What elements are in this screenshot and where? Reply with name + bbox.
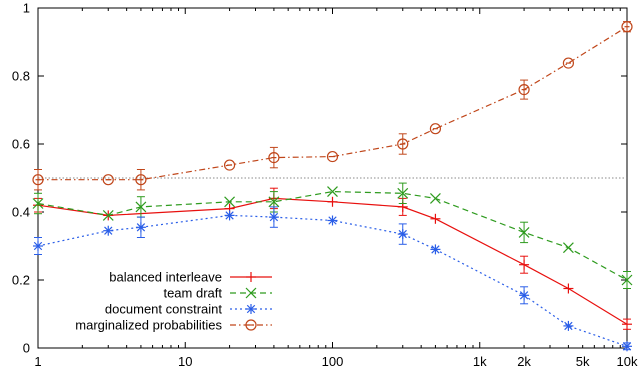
data-point [562, 57, 575, 69]
data-point [563, 320, 574, 331]
data-point [562, 242, 574, 254]
series-line [37, 197, 628, 325]
data-point [224, 196, 236, 208]
data-point [622, 319, 632, 330]
data-point [33, 241, 43, 251]
data-point [103, 225, 114, 236]
data-point [224, 210, 235, 221]
legend-swatch-marker [246, 272, 256, 282]
series-layer [32, 21, 633, 352]
legend-label: document constraint [105, 302, 222, 317]
y-tick-label: 0.2 [12, 273, 30, 288]
x-tick-label: 10 [178, 354, 192, 369]
tick-labels: 0 0.2 0.4 0.6 0.8 1 1 10 100 1k 2k 5k 10k [12, 1, 638, 370]
data-point [326, 150, 339, 163]
data-point [135, 174, 147, 186]
data-point [563, 283, 574, 294]
data-point [397, 138, 409, 150]
data-point [135, 201, 147, 213]
data-point [397, 229, 408, 240]
x-tick-label: 1 [34, 354, 41, 369]
series-team-draft [32, 182, 633, 289]
y-tick-label: 1 [23, 1, 30, 16]
data-point [102, 174, 114, 186]
data-point [621, 274, 633, 286]
data-point [621, 21, 633, 33]
legend-swatch-marker [246, 304, 256, 314]
data-point [327, 215, 338, 226]
series-line [37, 190, 628, 281]
y-tick-label: 0.8 [12, 69, 30, 84]
data-point [519, 259, 530, 270]
legend-swatch-marker [245, 319, 257, 331]
legend-swatch-marker [245, 287, 257, 299]
data-point [397, 187, 409, 199]
data-point [135, 222, 146, 233]
data-point [327, 196, 338, 207]
data-point [223, 159, 236, 171]
data-point [430, 244, 441, 255]
x-tick-label: 5k [576, 354, 590, 369]
data-point [268, 152, 280, 164]
x-tick-label: 1k [473, 354, 487, 369]
data-point [519, 290, 530, 301]
legend-label: team draft [163, 286, 222, 301]
x-tick-label: 100 [322, 354, 344, 369]
data-point [32, 198, 44, 209]
series-marginalized-probabilities [32, 21, 633, 191]
legend-label: balanced interleave [109, 270, 222, 285]
y-tick-label: 0.6 [12, 137, 30, 152]
series-document-constraint [33, 206, 632, 352]
data-point [268, 212, 279, 223]
data-point [102, 209, 114, 221]
data-point [327, 186, 338, 198]
x-tick-label: 10k [617, 354, 638, 369]
data-point [429, 123, 442, 135]
data-point [430, 213, 441, 224]
series-line [38, 26, 628, 181]
legend-label: marginalized probabilities [75, 318, 222, 333]
x-tick-label: 2k [517, 354, 531, 369]
data-point [268, 196, 280, 208]
y-tick-label: 0.4 [12, 205, 30, 220]
y-tick-label: 0 [23, 341, 30, 356]
data-point [429, 192, 441, 204]
data-point [32, 174, 44, 186]
data-point [518, 226, 530, 238]
data-point [622, 341, 632, 352]
data-point [518, 83, 530, 96]
